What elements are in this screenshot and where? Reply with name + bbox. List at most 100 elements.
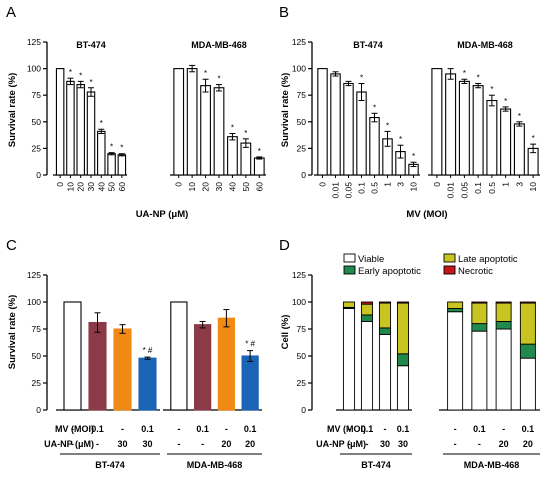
- panel-a-bar: [200, 85, 211, 176]
- panel-letter-c: C: [6, 237, 17, 254]
- panel-b-xtick-label: 3: [514, 182, 524, 187]
- panel-d-ytick-label: 100: [292, 297, 306, 307]
- legend-swatch-viable: [343, 253, 356, 263]
- panel-b-significance-star: *: [518, 112, 521, 121]
- legend-swatch-early-apoptotic: [343, 265, 356, 275]
- panel-c-ua-value: -: [71, 439, 74, 449]
- panel-d-ua-value: -: [454, 439, 457, 449]
- panel-b-bar: [445, 73, 457, 176]
- panel-a-bar: [55, 68, 65, 176]
- panel-b-xtick-label: 0: [432, 182, 442, 187]
- panel-a-bar: [173, 68, 185, 176]
- panel-letter-d: D: [279, 237, 290, 254]
- panel-d-ytick-label: 25: [297, 378, 307, 388]
- panel-c-bar: [113, 328, 132, 411]
- panel-a-xtick-label: 20: [201, 182, 211, 192]
- panel-a-significance-star: *: [89, 78, 92, 87]
- panel-a-bar: [186, 68, 198, 176]
- panel-c-mv-value: -: [121, 424, 124, 434]
- panel-d-stack-viable: [495, 328, 512, 411]
- panel-b-significance-star: *: [504, 97, 507, 106]
- panel-b-group-title: MDA-MB-468: [457, 40, 513, 50]
- panel-c-bar: [194, 324, 212, 411]
- panel-a-significance-star: *: [231, 124, 234, 133]
- panel-d-stack-early-apoptotic: [519, 343, 536, 359]
- panel-c-bar: [88, 321, 107, 411]
- panel-a-ylabel: Survival rate (%): [7, 73, 18, 147]
- panel-d-stack-viable: [519, 357, 536, 411]
- panel-c-ytick-label: 100: [27, 297, 41, 307]
- panel-letter-b: B: [279, 4, 289, 21]
- panel-a-significance-star: *: [204, 69, 207, 78]
- panel-b-significance-star: *: [532, 134, 535, 143]
- panel-d-stack-late-apoptotic: [471, 302, 488, 325]
- panel-a-ytick-label: 125: [27, 37, 41, 47]
- panel-a-xtick-label: 30: [214, 182, 224, 192]
- panel-c-ylabel: Survival rate (%): [7, 295, 18, 369]
- panel-d-stack-necrotic: [360, 301, 374, 305]
- panel-c-ytick-label: 125: [27, 270, 41, 280]
- panel-b-ylabel: Survival rate (%): [280, 73, 291, 147]
- panel-b-bar: [369, 116, 380, 176]
- panel-c-ua-value: 20: [221, 439, 231, 449]
- panel-d-stack-early-apoptotic: [378, 327, 392, 335]
- panel-a-significance-star: *: [120, 144, 123, 153]
- panel-a-bar: [213, 87, 225, 176]
- panel-d-mv-value: 0.1: [522, 424, 535, 434]
- panel-b-xtick-label: 0.05: [459, 182, 469, 199]
- panel-d-stack-viable: [396, 365, 410, 411]
- panel-b-bar: [356, 91, 367, 176]
- panel-d-stack-necrotic: [495, 301, 512, 304]
- panel-d-ua-value: -: [366, 439, 369, 449]
- panel-a-bar: [117, 154, 127, 176]
- panel-c-mv-value: -: [177, 424, 180, 434]
- panel-d-stack-necrotic: [396, 301, 410, 304]
- panel-b-xtick-label: 1: [501, 182, 511, 187]
- panel-d-stack-viable: [378, 333, 392, 411]
- panel-a-significance-star: *: [258, 147, 261, 156]
- panel-c-bar: [217, 317, 236, 411]
- panel-d-mv-value: -: [502, 424, 505, 434]
- panel-b-bar: [343, 82, 354, 176]
- panel-b-xtick-label: 1: [383, 182, 393, 187]
- panel-d-mv-value: 0.1: [361, 424, 374, 434]
- panel-d-ua-value: 30: [380, 439, 390, 449]
- panel-b-significance-star: *: [399, 135, 402, 144]
- panel-b-bar: [500, 108, 512, 176]
- panel-a-significance-star: *: [100, 119, 103, 128]
- panel-a-xtick-label: 0: [55, 182, 65, 187]
- panel-d-stack-late-apoptotic: [342, 301, 356, 308]
- panel-d-ytick-label: 125: [292, 270, 306, 280]
- panel-b-ytick-label: 50: [297, 117, 307, 127]
- panel-b-bar: [458, 80, 470, 176]
- panel-a-ytick-label: 75: [32, 90, 42, 100]
- panel-a-bar: [253, 157, 265, 176]
- panel-b-significance-star: *: [360, 73, 363, 82]
- panel-a-bar: [107, 153, 116, 176]
- panel-d-ytick-label: 50: [297, 351, 307, 361]
- panel-b-bar: [330, 73, 341, 176]
- panel-b-significance-star: *: [386, 121, 389, 130]
- panel-c-significance-mark: * #: [143, 346, 153, 355]
- panel-a-xtick-label: 60: [254, 182, 264, 192]
- panel-b-xtick-label: 0.1: [473, 182, 483, 194]
- panel-d-stack-late-apoptotic: [495, 302, 512, 322]
- panel-d-stack-viable: [360, 320, 374, 411]
- panel-d-stack-early-apoptotic: [447, 308, 464, 313]
- panel-a-group-title: BT-474: [76, 40, 106, 50]
- panel-b-significance-star: *: [490, 85, 493, 94]
- panel-c-ua-value: -: [201, 439, 204, 449]
- panel-a-bar: [86, 91, 96, 176]
- panel-c-bar: [63, 301, 82, 411]
- panel-d-ytick-label: 75: [297, 324, 307, 334]
- panel-c-ua-row-label: UA-NP (μM): [44, 439, 94, 449]
- panel-d-stack-late-apoptotic: [396, 302, 410, 355]
- panel-a-bar: [227, 136, 238, 176]
- panel-b-xtick-label: 0.01: [331, 182, 341, 199]
- panel-c-bar: [170, 301, 188, 411]
- panel-d-stack-early-apoptotic: [396, 353, 410, 367]
- panel-c-ua-value: 20: [245, 439, 255, 449]
- panel-a-bar: [240, 142, 252, 176]
